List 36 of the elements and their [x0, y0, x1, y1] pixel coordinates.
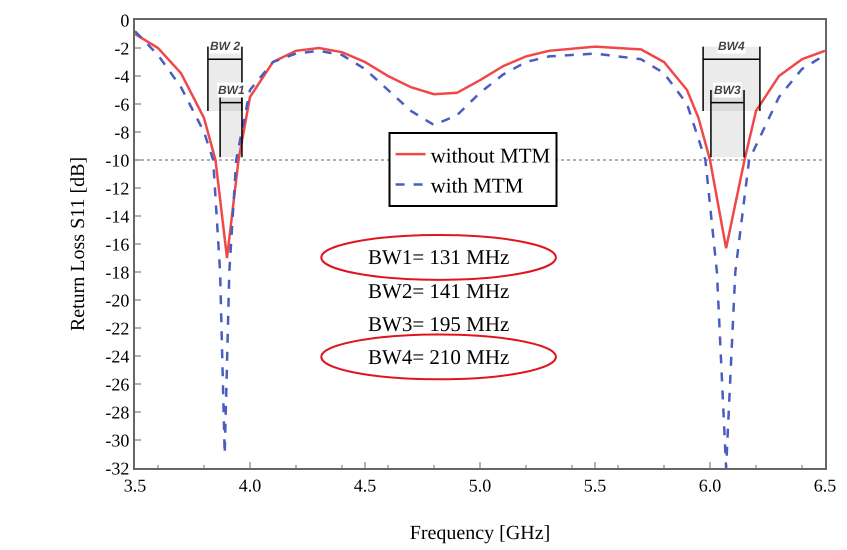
- y-tick-label: -26: [105, 374, 130, 394]
- y-tick-label: -24: [105, 346, 130, 366]
- y-tick-label: -10: [105, 150, 130, 170]
- y-axis-title: Return Loss S11 [dB]: [67, 156, 89, 332]
- y-tick-label: -6: [114, 94, 130, 114]
- y-tick-label: -20: [105, 290, 130, 310]
- y-tick-label: -14: [105, 206, 130, 226]
- x-tick-label: 3.5: [124, 476, 146, 496]
- band-label: BW 2: [210, 39, 240, 53]
- x-tick-label: 5.0: [468, 476, 492, 496]
- y-tick-label: -2: [114, 38, 130, 58]
- y-tick-label: -32: [105, 458, 130, 478]
- x-tick-label: 5.5: [584, 476, 606, 496]
- y-tick-label: -8: [114, 122, 130, 142]
- x-tick-label: 6.5: [814, 476, 836, 496]
- y-tick-label: -4: [114, 66, 130, 86]
- y-tick-label: -12: [105, 178, 130, 198]
- x-axis-title: Frequency [GHz]: [410, 522, 550, 544]
- band-label: BW3: [714, 83, 741, 97]
- annotation: BW2= 141 MHz: [368, 279, 510, 303]
- annotation: BW3= 195 MHz: [368, 312, 510, 336]
- y-tick-label: -30: [105, 430, 130, 450]
- y-tick-label: -18: [105, 262, 130, 282]
- legend-label: with MTM: [430, 174, 524, 198]
- y-tick-label: -22: [105, 318, 130, 338]
- annotation: BW4= 210 MHz: [368, 345, 510, 369]
- x-tick-label: 6.0: [698, 476, 722, 496]
- band-label: BW1: [218, 83, 245, 97]
- y-tick-label: -16: [105, 234, 130, 254]
- annotation: BW1= 131 MHz: [368, 245, 510, 269]
- y-tick-label: 0: [120, 10, 130, 30]
- legend-label: without MTM: [430, 143, 551, 168]
- x-tick-label: 4.5: [354, 476, 376, 496]
- x-tick-label: 4.0: [238, 476, 262, 496]
- band-label: BW4: [718, 39, 745, 53]
- y-tick-label: -28: [105, 402, 130, 422]
